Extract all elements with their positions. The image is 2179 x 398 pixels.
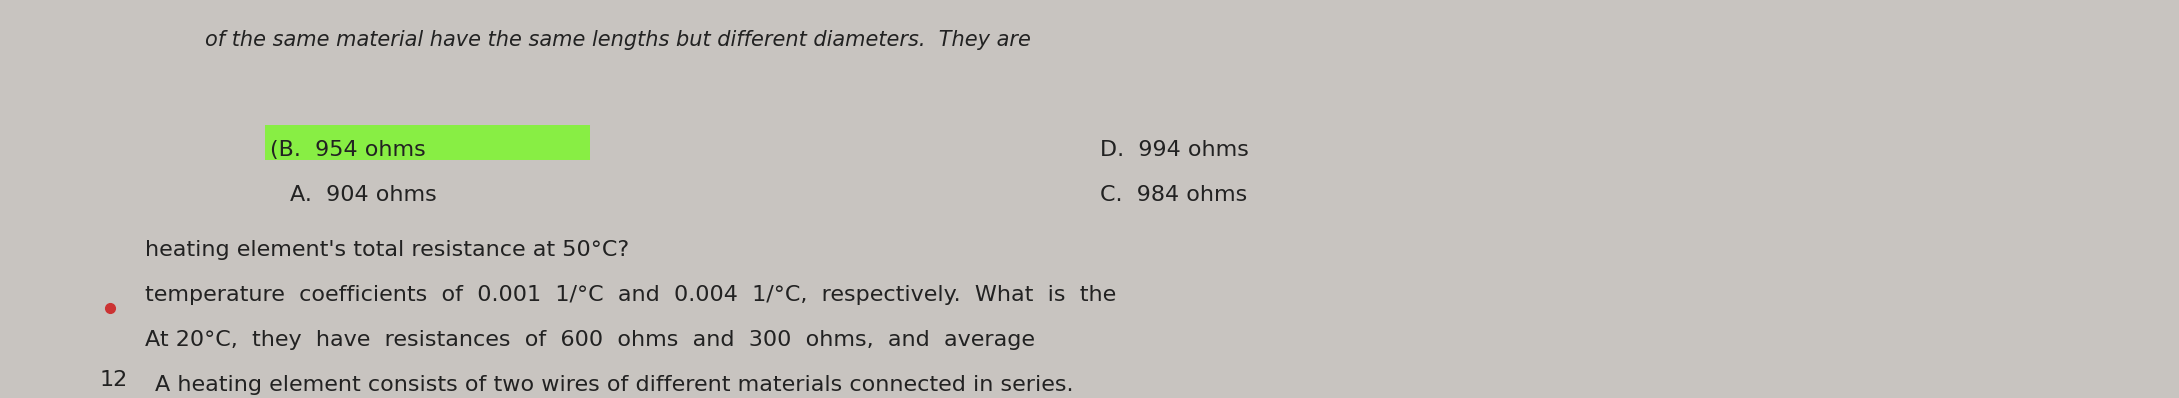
Text: C.  984 ohms: C. 984 ohms: [1100, 185, 1246, 205]
Text: heating element's total resistance at 50°C?: heating element's total resistance at 50…: [146, 240, 630, 260]
Text: temperature  coefficients  of  0.001  1/°C  and  0.004  1/°C,  respectively.  Wh: temperature coefficients of 0.001 1/°C a…: [146, 285, 1116, 305]
Text: D.  994 ohms: D. 994 ohms: [1100, 140, 1249, 160]
Text: A heating element consists of two wires of different materials connected in seri: A heating element consists of two wires …: [155, 375, 1074, 395]
Text: of the same material have the same lengths but different diameters.  They are: of the same material have the same lengt…: [205, 30, 1031, 50]
Bar: [266, 125, 591, 160]
Text: 12: 12: [100, 370, 129, 390]
Text: (B.  954 ohms: (B. 954 ohms: [270, 140, 425, 160]
Text: At 20°C,  they  have  resistances  of  600  ohms  and  300  ohms,  and  average: At 20°C, they have resistances of 600 oh…: [146, 330, 1035, 350]
Text: A.  904 ohms: A. 904 ohms: [290, 185, 436, 205]
